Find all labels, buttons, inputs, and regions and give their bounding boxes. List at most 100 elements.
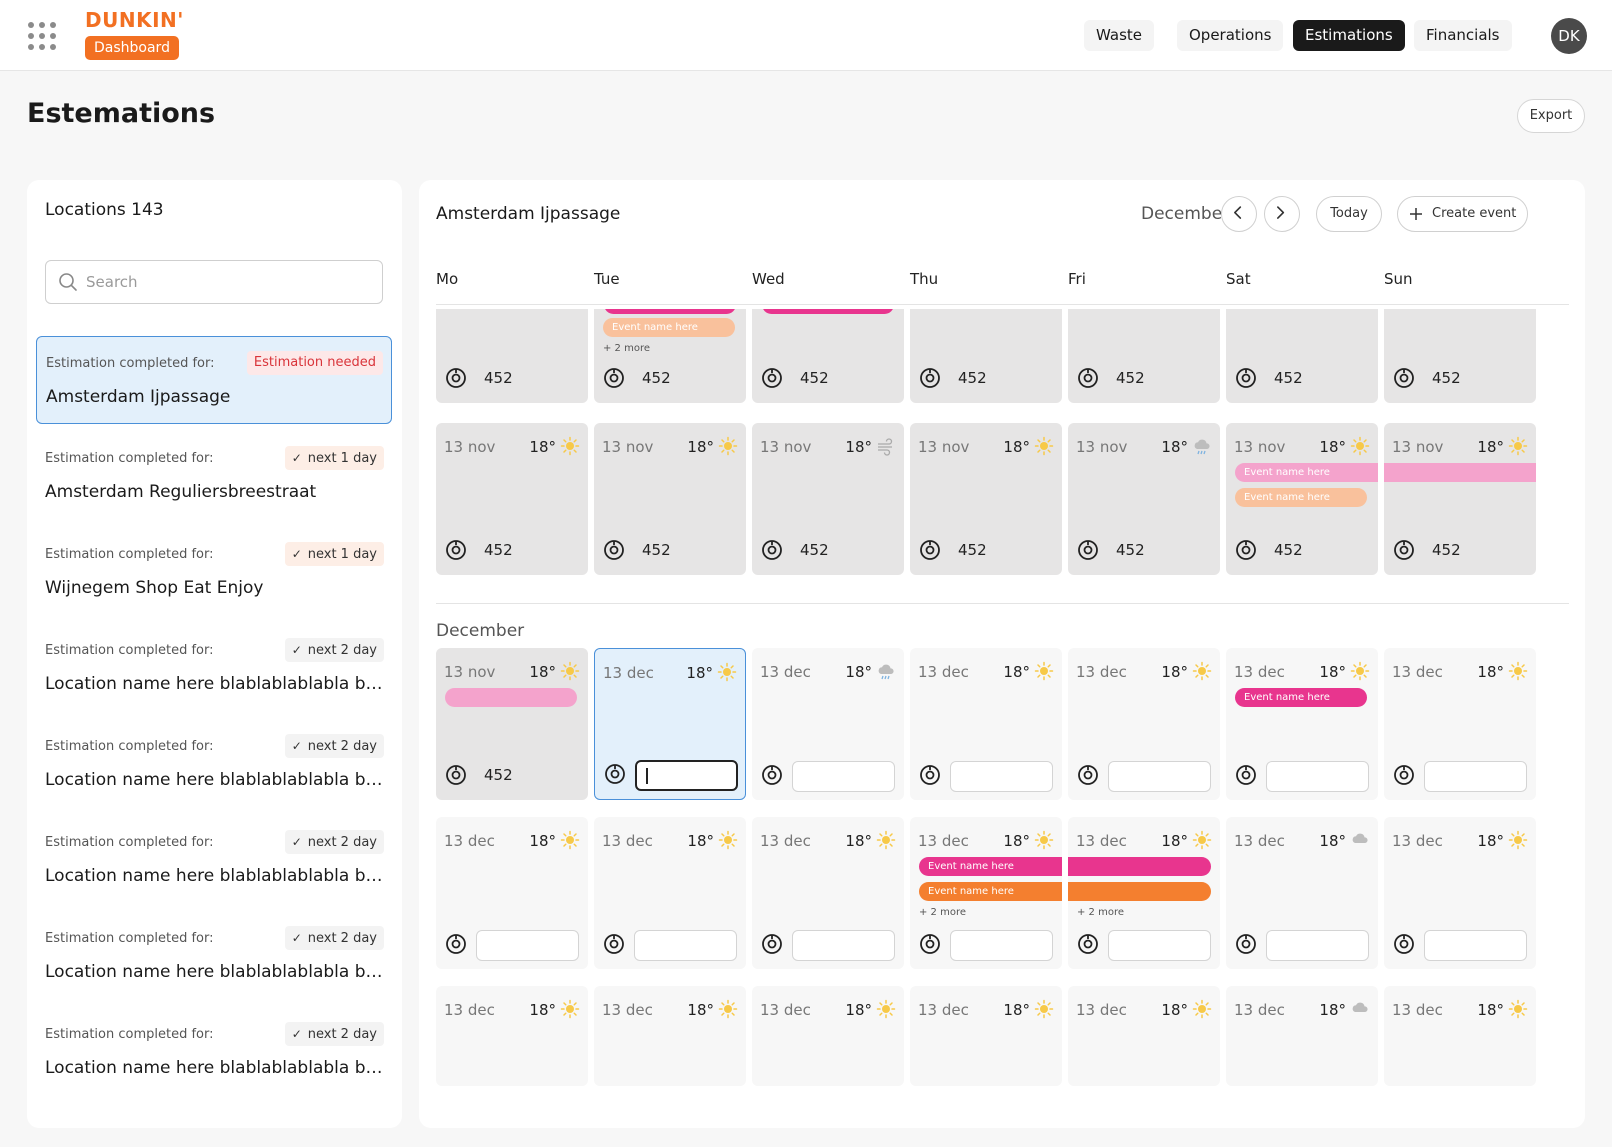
estimation-input[interactable] — [792, 761, 895, 792]
estimation-input[interactable] — [635, 760, 738, 791]
prev-month-button[interactable] — [1221, 196, 1257, 232]
day-cell[interactable]: 13 nov 18° Event name here Event name here 4… — [1226, 423, 1378, 575]
target-icon[interactable] — [445, 539, 467, 561]
day-cell[interactable]: 13 dec 18° — [1384, 648, 1536, 800]
search-input[interactable]: Search — [45, 260, 383, 304]
avatar[interactable]: DK — [1551, 18, 1587, 54]
day-cell[interactable]: 452 — [1226, 309, 1378, 403]
today-button[interactable]: Today — [1316, 196, 1382, 232]
more-events-link[interactable]: + 2 more — [603, 343, 651, 354]
day-cell[interactable]: 13 dec 18° — [752, 986, 904, 1086]
estimation-input[interactable] — [1266, 761, 1369, 792]
day-cell[interactable]: 452 — [752, 309, 904, 403]
location-item[interactable]: Estimation completed for: Estimation need… — [36, 336, 392, 424]
estimation-input[interactable] — [1108, 930, 1211, 961]
target-icon[interactable] — [919, 933, 941, 955]
day-cell[interactable]: 13 dec 18° Event name here Event name here +… — [910, 817, 1062, 969]
day-cell[interactable]: 13 dec 18° — [910, 986, 1062, 1086]
target-icon[interactable] — [445, 367, 467, 389]
day-cell[interactable]: 13 dec 18° — [1226, 817, 1378, 969]
event-bar[interactable] — [445, 688, 577, 707]
target-icon[interactable] — [1235, 367, 1257, 389]
target-icon[interactable] — [445, 764, 467, 786]
event-bar[interactable] — [762, 309, 894, 314]
export-button[interactable]: Export — [1517, 99, 1585, 133]
target-icon[interactable] — [919, 367, 941, 389]
day-cell[interactable]: 13 dec 18° — [1226, 986, 1378, 1086]
target-icon[interactable] — [1077, 539, 1099, 561]
target-icon[interactable] — [603, 539, 625, 561]
create-event-button[interactable]: Create event — [1397, 196, 1528, 232]
target-icon[interactable] — [919, 764, 941, 786]
target-icon[interactable] — [1235, 539, 1257, 561]
day-cell[interactable]: 13 dec 18° — [436, 817, 588, 969]
target-icon[interactable] — [1393, 764, 1415, 786]
day-cell[interactable]: 13 nov 18° 452 — [594, 423, 746, 575]
event-bar[interactable]: Event name here — [603, 318, 735, 337]
event-bar[interactable] — [1384, 463, 1536, 482]
day-cell[interactable]: Event name here + 2 more 452 — [594, 309, 746, 403]
day-cell[interactable]: 13 dec 18° — [1068, 648, 1220, 800]
event-bar[interactable] — [1068, 857, 1211, 876]
day-cell[interactable]: 13 nov 18° 452 — [910, 423, 1062, 575]
event-bar[interactable]: Event name here — [1235, 688, 1367, 707]
day-cell[interactable]: 452 — [910, 309, 1062, 403]
target-icon[interactable] — [1077, 367, 1099, 389]
day-cell[interactable]: 13 nov 18° 452 — [752, 423, 904, 575]
estimation-input[interactable] — [634, 930, 737, 961]
day-cell[interactable]: 13 dec 18° — [1384, 986, 1536, 1086]
day-cell[interactable]: 452 — [436, 309, 588, 403]
target-icon[interactable] — [919, 539, 941, 561]
nav-operations[interactable]: Operations — [1177, 20, 1284, 51]
target-icon[interactable] — [1393, 539, 1415, 561]
estimation-input[interactable] — [792, 930, 895, 961]
location-item[interactable]: Estimation completed for: ✓ next 2 day Loca… — [36, 1008, 392, 1096]
day-cell[interactable]: 13 dec 18° + 2 more — [1068, 817, 1220, 969]
nav-waste[interactable]: Waste — [1084, 20, 1154, 51]
more-events-link[interactable]: + 2 more — [1077, 907, 1125, 918]
day-cell[interactable]: 452 — [1068, 309, 1220, 403]
location-item[interactable]: Estimation completed for: ✓ next 2 day Loca… — [36, 624, 392, 712]
estimation-input[interactable] — [1424, 930, 1527, 961]
day-cell[interactable]: 13 nov 18° 452 — [1068, 423, 1220, 575]
target-icon[interactable] — [445, 933, 467, 955]
event-bar[interactable]: Event name here — [919, 882, 1062, 901]
apps-grid-icon[interactable] — [28, 22, 56, 50]
day-cell[interactable]: 13 dec 18° — [594, 648, 746, 800]
nav-financials[interactable]: Financials — [1414, 20, 1512, 51]
location-item[interactable]: Estimation completed for: ✓ next 2 day Loca… — [36, 912, 392, 1000]
day-cell[interactable]: 13 dec 18° — [594, 986, 746, 1086]
target-icon[interactable] — [603, 933, 625, 955]
estimation-input[interactable] — [950, 761, 1053, 792]
target-icon[interactable] — [761, 539, 783, 561]
location-item[interactable]: Estimation completed for: ✓ next 1 day Wijn… — [36, 528, 392, 616]
event-bar[interactable] — [604, 309, 736, 314]
target-icon[interactable] — [761, 764, 783, 786]
more-events-link[interactable]: + 2 more — [919, 907, 967, 918]
brand-logo[interactable]: DUNKIN' Dashboard — [85, 9, 185, 60]
target-icon[interactable] — [1235, 933, 1257, 955]
day-cell[interactable]: 13 dec 18° — [436, 986, 588, 1086]
estimation-input[interactable] — [1266, 930, 1369, 961]
day-cell[interactable]: 13 dec 18° — [752, 817, 904, 969]
estimation-input[interactable] — [476, 930, 579, 961]
day-cell[interactable]: 13 dec 18° — [1068, 986, 1220, 1086]
next-month-button[interactable] — [1264, 196, 1300, 232]
target-icon[interactable] — [1393, 367, 1415, 389]
day-cell[interactable]: 13 dec 18° — [752, 648, 904, 800]
location-item[interactable]: Estimation completed for: ✓ next 1 day Amst… — [36, 432, 392, 520]
event-bar[interactable]: Event name here — [1235, 463, 1378, 482]
location-item[interactable]: Estimation completed for: ✓ next 2 day Loca… — [36, 816, 392, 904]
target-icon[interactable] — [761, 367, 783, 389]
day-cell[interactable]: 13 dec 18° Event name here — [1226, 648, 1378, 800]
target-icon[interactable] — [1235, 764, 1257, 786]
day-cell[interactable]: 13 dec 18° — [594, 817, 746, 969]
day-cell[interactable]: 13 nov 18° 452 — [436, 423, 588, 575]
estimation-input[interactable] — [1108, 761, 1211, 792]
day-cell[interactable]: 13 nov 18° 452 — [1384, 423, 1536, 575]
location-item[interactable]: Estimation completed for: ✓ next 2 day Loca… — [36, 720, 392, 808]
day-cell[interactable]: 13 dec 18° — [1384, 817, 1536, 969]
day-cell[interactable]: 452 — [1384, 309, 1536, 403]
event-bar[interactable] — [1068, 882, 1211, 901]
estimation-input[interactable] — [1424, 761, 1527, 792]
